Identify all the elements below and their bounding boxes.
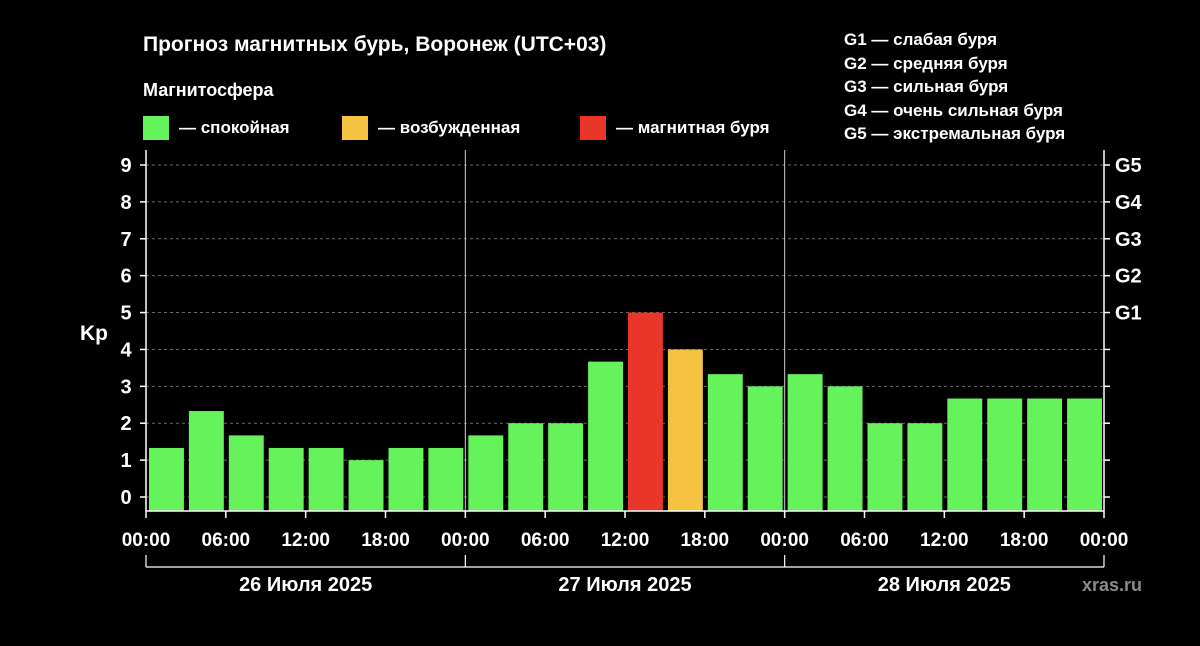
g-level-label-G3: G3: [1115, 229, 1142, 251]
g-level-label-G2: G2: [1115, 266, 1142, 288]
kp-bar-0: [149, 447, 184, 511]
kp-bar-15: [747, 386, 783, 511]
y-tick-label-5: 5: [120, 303, 131, 325]
x-tick-label-11: 18:00: [1000, 530, 1049, 551]
kp-bar-21: [987, 398, 1023, 511]
legend-item-quiet: — спокойная: [143, 116, 290, 140]
legend-label-quiet: — спокойная: [179, 118, 290, 137]
x-tick-label-2: 12:00: [281, 530, 330, 551]
x-tick-label-1: 06:00: [202, 530, 251, 551]
x-tick-label-10: 12:00: [920, 530, 969, 551]
kp-bar-1: [188, 411, 224, 511]
legend-label-storm: — магнитная буря: [616, 118, 770, 137]
kp-bar-17: [827, 386, 863, 511]
kp-bar-9: [508, 423, 544, 511]
kp-bar-11: [588, 361, 623, 511]
storm-level-g5: G5 — экстремальная буря: [844, 124, 1066, 143]
y-tick-label-7: 7: [120, 229, 131, 251]
kp-bar-4: [308, 447, 344, 511]
y-tick-label-2: 2: [120, 413, 131, 435]
y-axis-label: Kp: [80, 322, 108, 345]
legend-swatch-quiet: [143, 116, 169, 140]
g-level-label-G4: G4: [1115, 192, 1143, 214]
y-tick-label-8: 8: [120, 192, 131, 214]
x-tick-label-7: 18:00: [681, 530, 730, 551]
kp-bar-23: [1067, 398, 1102, 511]
x-tick-label-5: 06:00: [521, 530, 570, 551]
y-tick-label-1: 1: [120, 450, 131, 472]
kp-bar-16: [787, 374, 823, 511]
magnetosphere-label: Магнитосфера: [143, 80, 274, 100]
chart-title: Прогноз магнитных бурь, Воронеж (UTC+03): [143, 33, 607, 56]
kp-bar-6: [388, 447, 424, 511]
kp-bar-13: [667, 349, 703, 511]
storm-level-g2: G2 — средняя буря: [844, 53, 1008, 73]
x-tick-label-9: 06:00: [840, 530, 889, 551]
legend-swatch-active: [342, 116, 368, 140]
legend-swatch-storm: [580, 116, 606, 140]
y-tick-label-9: 9: [120, 155, 131, 177]
kp-bar-2: [228, 435, 264, 511]
storm-level-g4: G4 — очень сильная буря: [844, 100, 1063, 120]
x-tick-label-6: 12:00: [601, 530, 650, 551]
kp-bar-5: [348, 460, 384, 511]
kp-bar-12: [628, 312, 663, 511]
legend-label-active: — возбужденная: [378, 118, 521, 137]
kp-bar-3: [268, 447, 304, 511]
x-tick-label-8: 00:00: [760, 530, 809, 551]
kp-bar-22: [1027, 398, 1063, 511]
storm-level-g3: G3 — сильная буря: [844, 77, 1009, 96]
kp-bar-20: [947, 398, 983, 511]
kp-bar-7: [428, 447, 464, 511]
y-tick-label-0: 0: [120, 487, 131, 509]
kp-bar-18: [867, 423, 903, 511]
day-label-0: 26 Июля 2025: [239, 574, 372, 596]
storm-level-legend: G1 — слабая буря G2 — средняя буря G3 — …: [844, 28, 1065, 146]
day-label-2: 28 Июля 2025: [878, 574, 1011, 596]
y-tick-label-6: 6: [120, 266, 131, 288]
day-label-1: 27 Июля 2025: [558, 574, 691, 596]
x-tick-label-3: 18:00: [361, 530, 410, 551]
kp-bar-14: [707, 374, 743, 511]
x-tick-label-12: 00:00: [1080, 530, 1129, 551]
x-tick-label-4: 00:00: [441, 530, 490, 551]
kp-bar-10: [548, 423, 584, 511]
x-tick-label-0: 00:00: [122, 530, 171, 551]
credit-text: xras.ru: [1082, 575, 1143, 595]
y-tick-label-4: 4: [120, 339, 132, 361]
kp-bar-19: [907, 423, 943, 511]
kp-bar-8: [468, 435, 504, 511]
legend-item-active: — возбужденная: [342, 116, 520, 140]
storm-level-g1: G1 — слабая буря: [844, 30, 998, 49]
g-level-label-G1: G1: [1115, 303, 1142, 325]
g-level-label-G5: G5: [1115, 155, 1142, 177]
legend-item-storm: — магнитная буря: [580, 116, 770, 140]
y-tick-label-3: 3: [120, 376, 131, 398]
